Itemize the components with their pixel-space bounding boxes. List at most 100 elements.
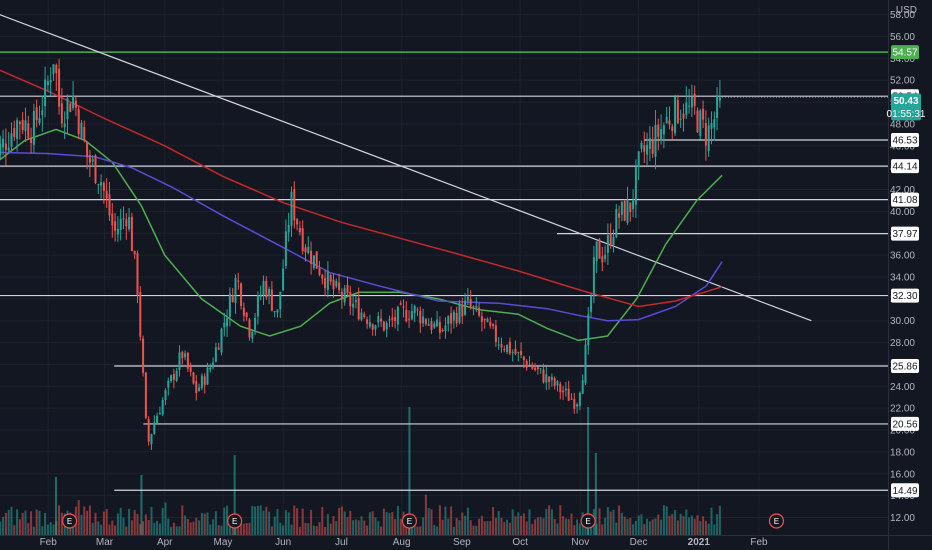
candle-body bbox=[315, 251, 318, 269]
volume-bar bbox=[360, 516, 363, 535]
volume-bar bbox=[80, 514, 83, 535]
volume-bar bbox=[284, 510, 287, 535]
volume-bar bbox=[60, 512, 63, 535]
candle-body bbox=[671, 126, 674, 131]
volume-bar bbox=[175, 526, 178, 535]
candle-body bbox=[718, 97, 721, 101]
candle-body bbox=[116, 228, 119, 235]
volume-bar bbox=[716, 514, 719, 535]
volume-bar bbox=[455, 517, 458, 535]
candle-body bbox=[500, 344, 503, 348]
volume-bar bbox=[478, 518, 481, 535]
volume-bar bbox=[508, 522, 511, 535]
candle-body bbox=[668, 120, 671, 125]
volume-bar bbox=[114, 525, 117, 535]
candle-body bbox=[654, 125, 657, 157]
candle-body bbox=[340, 291, 343, 299]
candle-body bbox=[16, 120, 19, 139]
candle-body bbox=[494, 325, 497, 343]
level-price-label: 44.14 bbox=[892, 162, 917, 173]
candle-body bbox=[587, 314, 590, 346]
y-tick-label: 42.00 bbox=[890, 185, 915, 196]
volume-bar bbox=[13, 525, 16, 535]
level-price-label: 37.97 bbox=[892, 229, 917, 240]
earnings-marker[interactable] bbox=[768, 513, 785, 529]
trendline[interactable] bbox=[0, 10, 812, 322]
volume-bar bbox=[671, 514, 674, 535]
candle-body bbox=[357, 298, 360, 320]
candle-body bbox=[206, 367, 209, 385]
candle-body bbox=[298, 227, 301, 233]
candle-body bbox=[657, 124, 660, 137]
candle-body bbox=[94, 155, 97, 184]
candle-body bbox=[301, 228, 304, 252]
candle-body bbox=[665, 116, 668, 123]
candle-body bbox=[240, 283, 243, 306]
candle-body bbox=[150, 434, 153, 445]
volume-bar bbox=[172, 522, 175, 535]
candle-body bbox=[44, 79, 47, 107]
candle-body bbox=[514, 348, 517, 355]
volume-bar bbox=[321, 506, 324, 535]
earnings-marker[interactable] bbox=[61, 513, 78, 529]
current-price-tag bbox=[891, 93, 921, 121]
volume-bar bbox=[514, 516, 517, 535]
candle-body bbox=[268, 289, 271, 297]
volume-bar bbox=[335, 521, 338, 535]
volume-bar bbox=[525, 521, 528, 535]
candle-body bbox=[27, 123, 30, 138]
candle-body bbox=[242, 307, 245, 316]
candle-body bbox=[564, 388, 567, 391]
y-tick-label: 30.00 bbox=[890, 316, 915, 327]
volume-bar bbox=[346, 517, 349, 535]
volume-bar bbox=[539, 517, 542, 535]
volume-bar bbox=[612, 509, 615, 535]
x-tick-label: Nov bbox=[571, 537, 589, 548]
candle-body bbox=[629, 202, 632, 213]
candle-body bbox=[702, 108, 705, 120]
candle-body bbox=[63, 123, 66, 128]
candle-body bbox=[368, 321, 371, 327]
level-price-label: 46.53 bbox=[892, 136, 917, 147]
earnings-marker[interactable] bbox=[580, 513, 596, 529]
earnings-marker[interactable] bbox=[401, 513, 418, 529]
candle-body bbox=[329, 275, 332, 282]
candle-body bbox=[321, 274, 324, 279]
volume-bar bbox=[394, 519, 397, 535]
candle-body bbox=[153, 422, 156, 434]
candle-body bbox=[394, 317, 397, 322]
volume-bar bbox=[542, 518, 545, 535]
volume-bar bbox=[430, 509, 433, 535]
volume-bar bbox=[556, 523, 559, 535]
candle-body bbox=[388, 319, 391, 321]
volume-bar bbox=[497, 511, 500, 535]
volume-bar bbox=[486, 521, 489, 535]
volume-bar bbox=[651, 519, 654, 535]
volume-bar bbox=[416, 526, 419, 535]
candle-body bbox=[80, 122, 83, 139]
candle-body bbox=[651, 139, 654, 154]
candle-body bbox=[399, 303, 402, 305]
candle-body bbox=[304, 247, 307, 253]
volume-bar bbox=[562, 516, 565, 535]
volume-spike bbox=[140, 475, 143, 535]
volume-bar bbox=[472, 525, 475, 535]
candle-body bbox=[223, 322, 226, 328]
volume-bar bbox=[396, 505, 399, 535]
volume-bar bbox=[679, 513, 682, 535]
volume-bar bbox=[553, 518, 556, 535]
y-tick-label: 28.00 bbox=[890, 338, 915, 349]
earnings-marker[interactable] bbox=[227, 513, 243, 529]
volume-bar bbox=[374, 517, 377, 535]
volume-bar bbox=[634, 520, 637, 535]
candle-body bbox=[511, 351, 514, 353]
time-axis[interactable]: Feb Mar Apr May Jun Jul Aug Sep Oct Nov Dec 2021 Feb bbox=[40, 537, 768, 548]
volume-bar bbox=[276, 509, 279, 535]
horizontal-levels[interactable] bbox=[0, 51, 888, 491]
y-tick-label: 34.00 bbox=[890, 273, 915, 284]
candle-body bbox=[506, 344, 509, 353]
volume-bar bbox=[133, 510, 136, 535]
price-labels: 54.5750.5446.5344.1441.0837.9732.3025.86… bbox=[887, 45, 926, 498]
